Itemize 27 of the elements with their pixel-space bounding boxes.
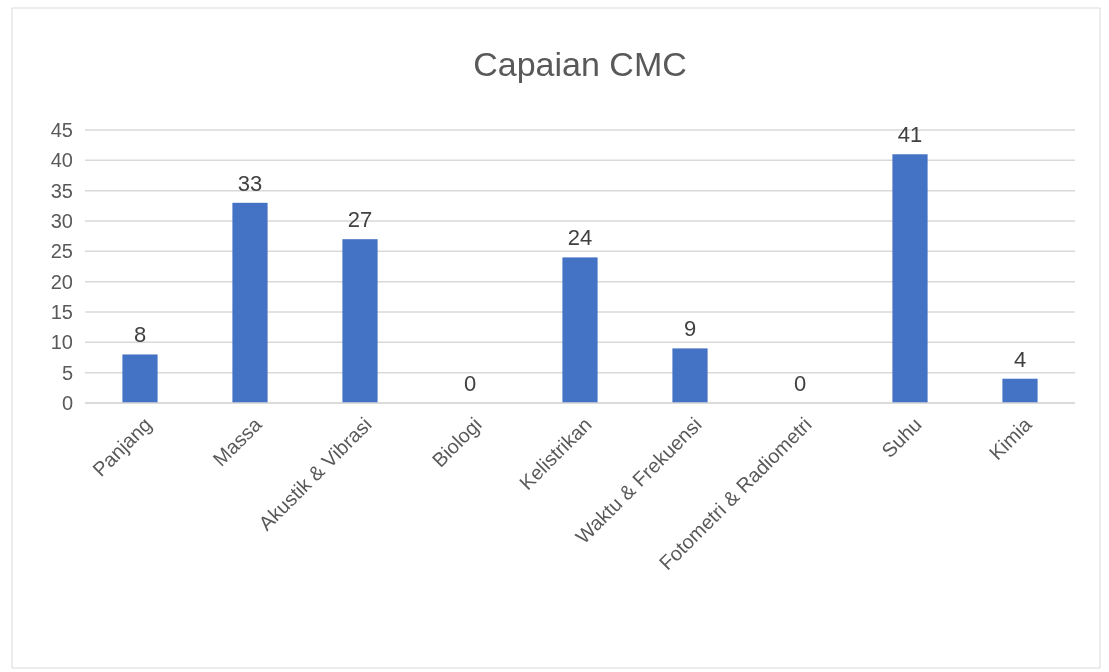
data-label: 9 xyxy=(683,316,697,342)
data-label: 8 xyxy=(133,322,147,348)
data-label: 0 xyxy=(463,371,477,396)
data-label: 33 xyxy=(237,170,263,196)
chart-title: Capaian CMC xyxy=(473,45,687,83)
y-tick-label: 40 xyxy=(50,149,73,172)
bar xyxy=(232,202,268,403)
y-tick-label: 35 xyxy=(50,179,73,202)
y-tick-label: 0 xyxy=(61,392,73,414)
data-label: 4 xyxy=(1013,346,1027,372)
data-label: 27 xyxy=(347,207,373,233)
data-label: 0 xyxy=(793,371,807,396)
data-label: 41 xyxy=(897,122,923,148)
y-tick-label: 30 xyxy=(50,210,73,232)
y-tick-label: 5 xyxy=(61,361,73,384)
y-tick-label: 25 xyxy=(50,240,73,263)
bar xyxy=(672,348,708,403)
bar xyxy=(1002,378,1038,403)
bar xyxy=(892,154,928,403)
y-tick-label: 45 xyxy=(50,119,73,141)
bar xyxy=(122,354,158,403)
y-tick-label: 15 xyxy=(50,301,73,323)
y-tick-label: 20 xyxy=(50,270,73,293)
bar xyxy=(342,239,378,403)
bar xyxy=(562,257,598,403)
y-tick-label: 10 xyxy=(50,331,73,354)
data-label: 24 xyxy=(567,225,593,251)
